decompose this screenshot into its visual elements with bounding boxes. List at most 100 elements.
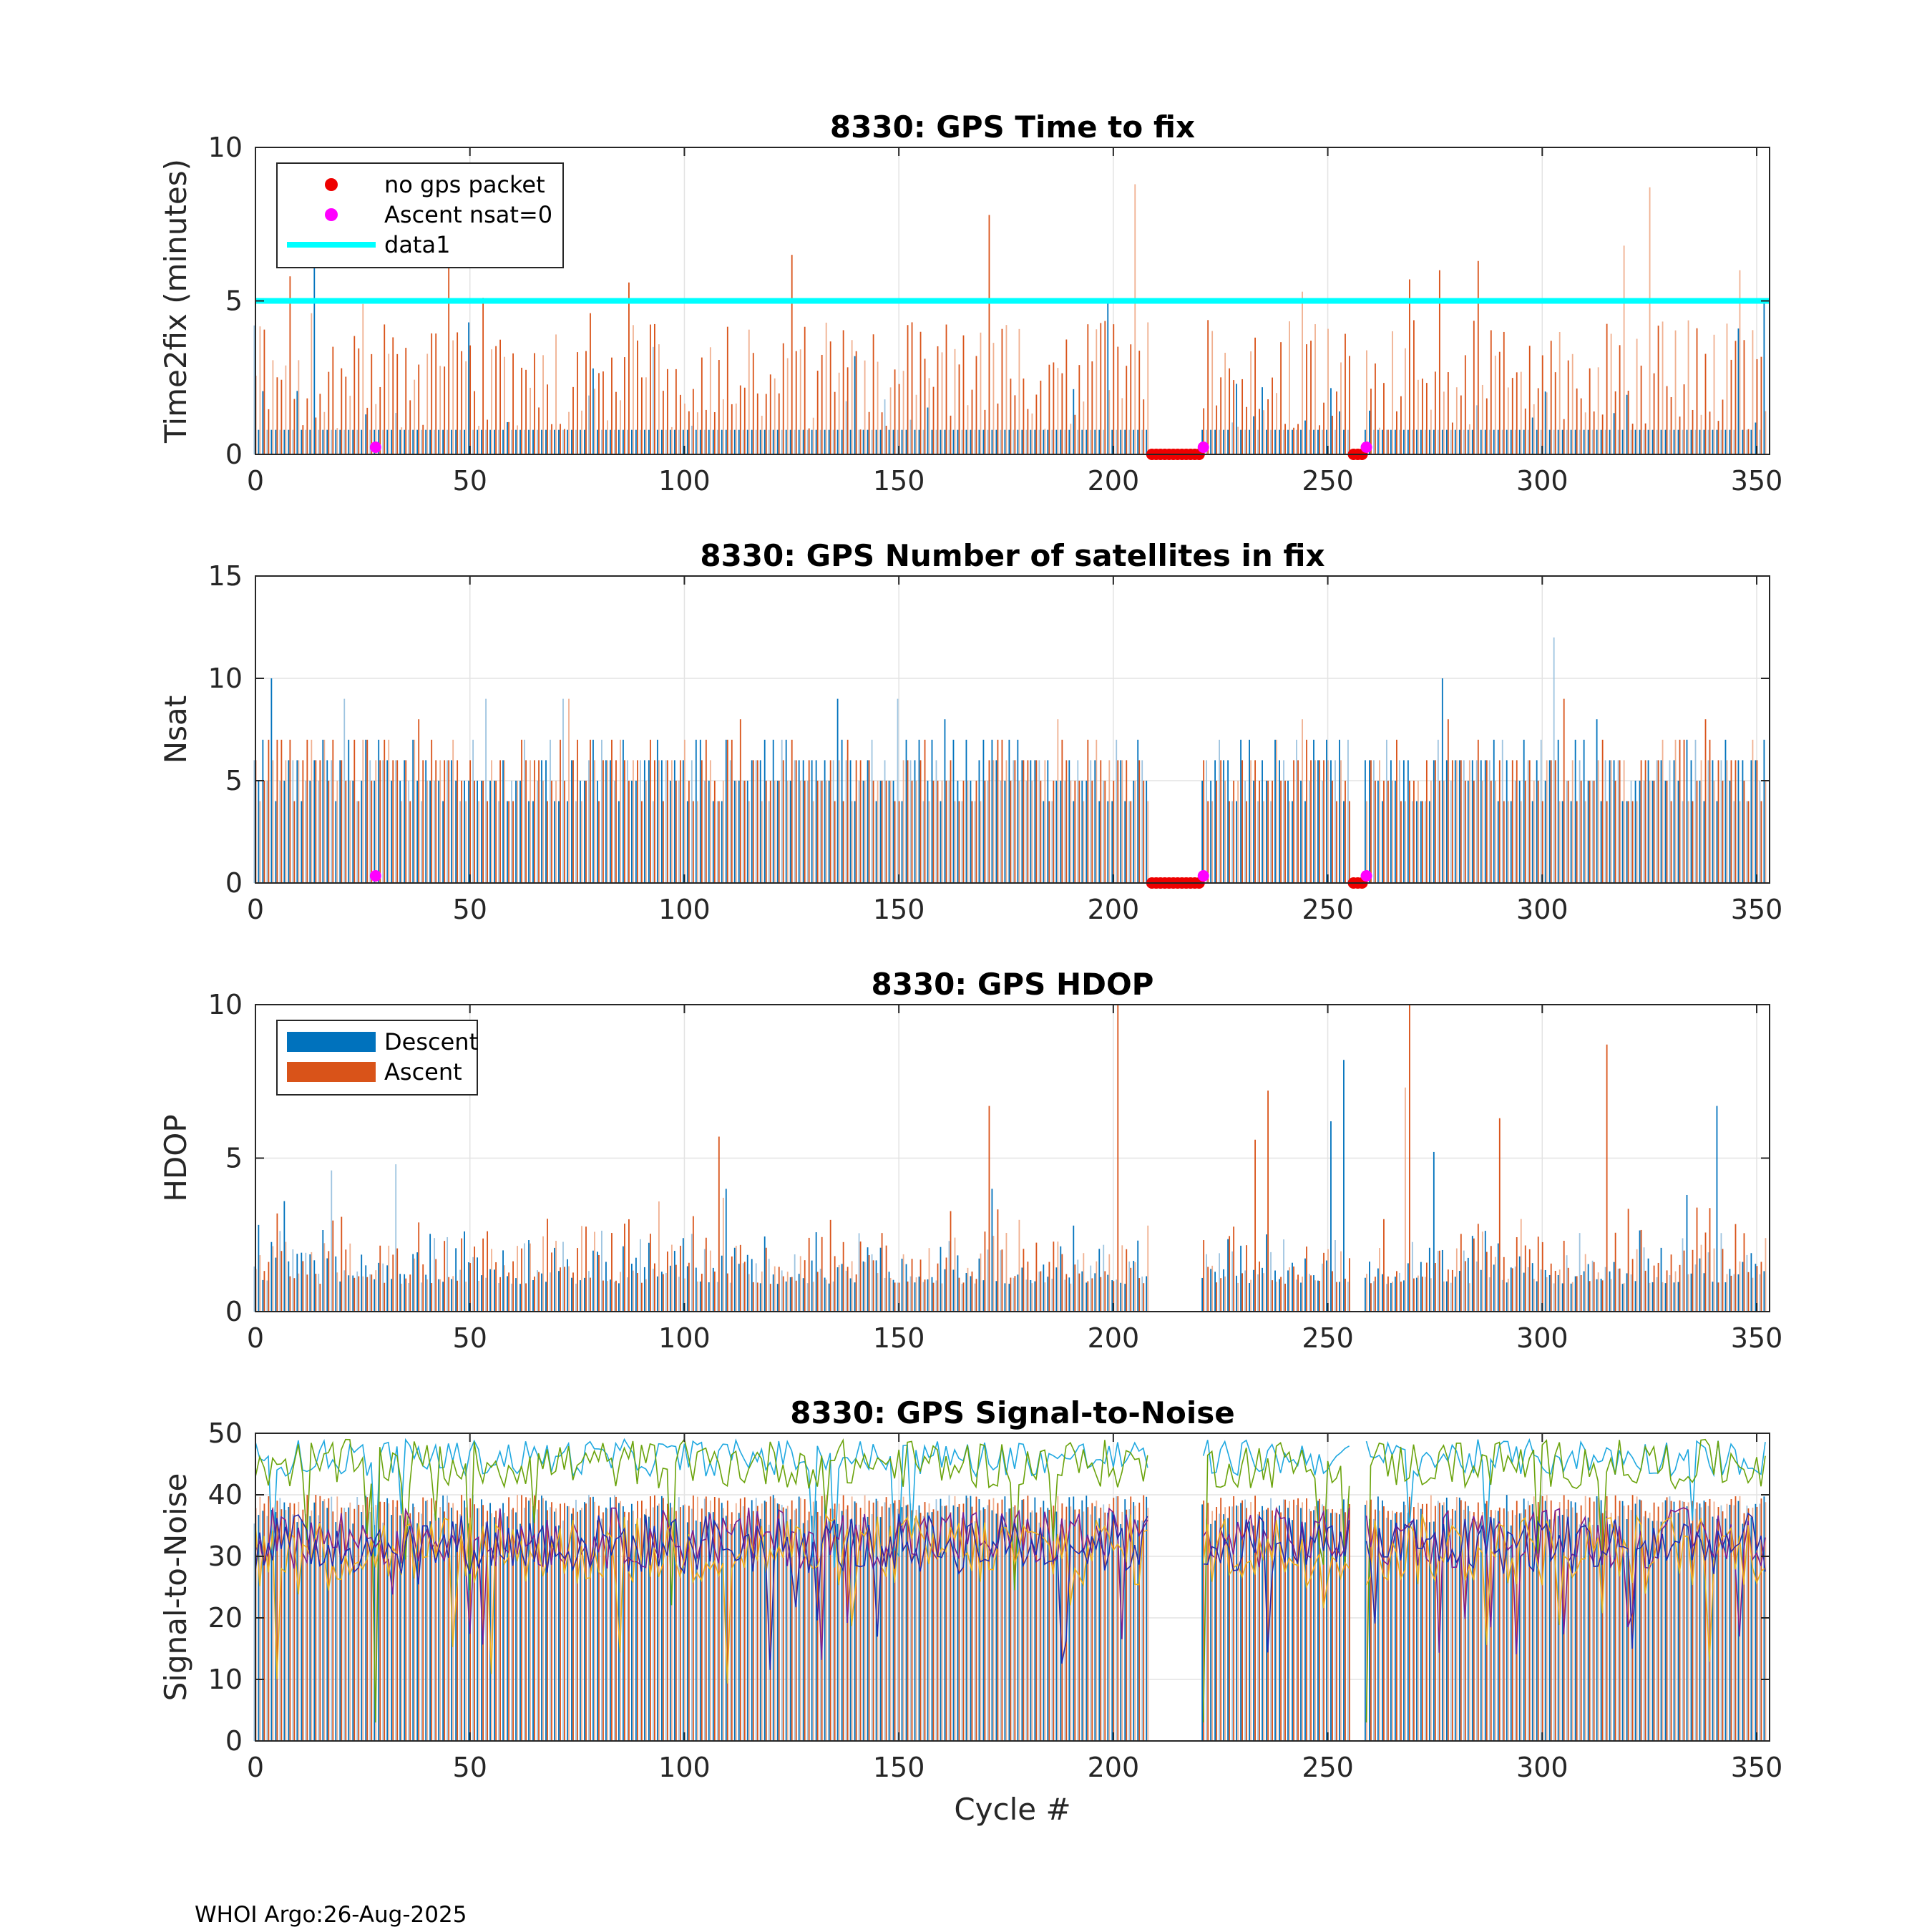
bar-descent (695, 1267, 697, 1312)
bar-descent (279, 781, 281, 883)
bar-ascent (1520, 371, 1522, 454)
bar-ascent (1087, 1507, 1089, 1741)
bar-descent (532, 429, 534, 454)
bar-ascent (1610, 1513, 1612, 1741)
bar-descent (519, 1284, 521, 1312)
bar-ascent (1485, 398, 1488, 454)
bar-descent (1458, 760, 1460, 883)
bar-ascent (298, 760, 300, 883)
y-tick-label: 10 (208, 663, 243, 694)
bar-ascent (1447, 1511, 1449, 1741)
bar-descent (610, 1497, 611, 1741)
bar-descent (416, 1523, 419, 1741)
bar-ascent (756, 1282, 758, 1312)
bar-ascent (542, 355, 544, 454)
bar-descent (1038, 429, 1040, 454)
bar-descent (472, 429, 474, 454)
bar-descent (266, 1516, 268, 1741)
bar-ascent (1640, 1229, 1642, 1312)
bar-ascent (1443, 1281, 1445, 1312)
bar-descent (425, 1501, 427, 1741)
bar-descent (408, 1520, 410, 1741)
bar-descent (1201, 1277, 1204, 1312)
bar-descent (656, 429, 658, 454)
bar-ascent (1589, 1497, 1591, 1741)
bar-ascent (988, 215, 990, 454)
bar-descent (468, 781, 469, 883)
bar-descent (1531, 417, 1533, 454)
bar-ascent (293, 1503, 296, 1741)
bar-descent (1712, 429, 1714, 454)
bar-ascent (628, 1512, 630, 1741)
bar-ascent (1485, 760, 1488, 883)
bar-ascent (1597, 1498, 1599, 1741)
bar-descent (639, 1239, 641, 1312)
bar-ascent (1108, 1503, 1111, 1741)
bar-descent (1270, 801, 1272, 883)
bar-ascent (1010, 1277, 1012, 1312)
bar-descent (1729, 1269, 1731, 1312)
bar-descent (494, 781, 495, 883)
bar-ascent (1550, 341, 1552, 454)
bar-ascent (268, 409, 270, 454)
bar-ascent (1319, 760, 1320, 883)
bar-descent (1111, 1280, 1113, 1312)
bar-ascent (1375, 781, 1376, 883)
bar-descent (554, 429, 555, 454)
bar-descent (558, 801, 560, 883)
bar-ascent (1379, 427, 1380, 454)
bar-ascent (1571, 353, 1574, 454)
bar-ascent (1061, 373, 1063, 454)
bar-descent (1309, 781, 1310, 883)
bar-ascent (1375, 1509, 1376, 1741)
bar-descent (562, 1241, 564, 1312)
bar-ascent (1126, 1509, 1128, 1741)
bar-ascent (1345, 333, 1346, 454)
bar-ascent (594, 1501, 595, 1741)
bar-descent (292, 429, 294, 454)
bar-descent (339, 1523, 341, 1741)
bar-ascent (358, 1276, 360, 1312)
bar-descent (262, 1279, 264, 1312)
bar-descent (1253, 781, 1254, 883)
bar-descent (888, 781, 890, 883)
bar-descent (1750, 1517, 1752, 1741)
bar-descent (1090, 760, 1092, 883)
bar-ascent (560, 1503, 561, 1741)
bar-descent (1750, 429, 1752, 454)
bar-ascent (1593, 1262, 1595, 1312)
bar-ascent (1438, 781, 1440, 883)
bar-descent (1317, 1280, 1319, 1312)
bar-ascent (786, 1506, 789, 1741)
bar-ascent (1224, 1507, 1226, 1741)
bar-ascent (696, 801, 698, 883)
bar-descent (253, 1523, 255, 1741)
bar-ascent (997, 403, 999, 454)
bar-descent (1669, 1275, 1671, 1312)
bar-descent (1591, 1524, 1594, 1741)
bar-descent (957, 781, 959, 883)
bar-ascent (1233, 781, 1235, 883)
bar-ascent (1473, 321, 1475, 454)
bar-ascent (581, 801, 582, 883)
bar-descent (541, 1273, 542, 1312)
bar-descent (318, 1274, 320, 1312)
bar-descent (305, 429, 307, 454)
bar-descent (472, 739, 474, 883)
bar-descent (365, 739, 367, 883)
bar-ascent (799, 781, 801, 883)
bar-descent (824, 1277, 826, 1312)
bar-descent (1583, 429, 1585, 454)
bar-ascent (786, 1272, 789, 1312)
bar-descent (567, 1506, 568, 1741)
bar-ascent (1494, 781, 1496, 883)
bar-descent (1716, 429, 1718, 454)
bar-descent (639, 760, 641, 883)
bar-descent (1518, 781, 1521, 883)
bar-ascent (1760, 801, 1762, 883)
bar-ascent (932, 1282, 935, 1312)
bar-ascent (1516, 372, 1518, 454)
bar-ascent (1524, 408, 1526, 454)
bar-ascent (1584, 1254, 1586, 1312)
